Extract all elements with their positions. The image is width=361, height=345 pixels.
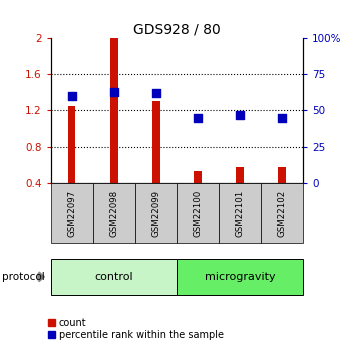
Bar	[194, 171, 202, 219]
Point	[111, 89, 117, 94]
Text: GSM22098: GSM22098	[109, 189, 118, 237]
Point	[153, 90, 159, 96]
Bar	[236, 167, 244, 219]
Legend: count, percentile rank within the sample: count, percentile rank within the sample	[48, 318, 224, 340]
Text: GSM22102: GSM22102	[278, 189, 287, 237]
Point	[279, 115, 285, 120]
Text: control: control	[95, 272, 133, 282]
Point	[195, 115, 201, 120]
Text: GSM22097: GSM22097	[67, 189, 76, 237]
Text: GSM22099: GSM22099	[151, 189, 160, 237]
Text: GSM22100: GSM22100	[193, 189, 203, 237]
Bar	[152, 101, 160, 219]
Text: microgravity: microgravity	[205, 272, 275, 282]
Bar	[110, 38, 118, 219]
Text: protocol: protocol	[2, 272, 44, 282]
Point	[69, 93, 74, 99]
Text: GSM22101: GSM22101	[236, 189, 244, 237]
Bar	[278, 167, 286, 219]
Point	[237, 112, 243, 118]
Title: GDS928 / 80: GDS928 / 80	[133, 23, 221, 37]
Bar	[68, 106, 75, 219]
